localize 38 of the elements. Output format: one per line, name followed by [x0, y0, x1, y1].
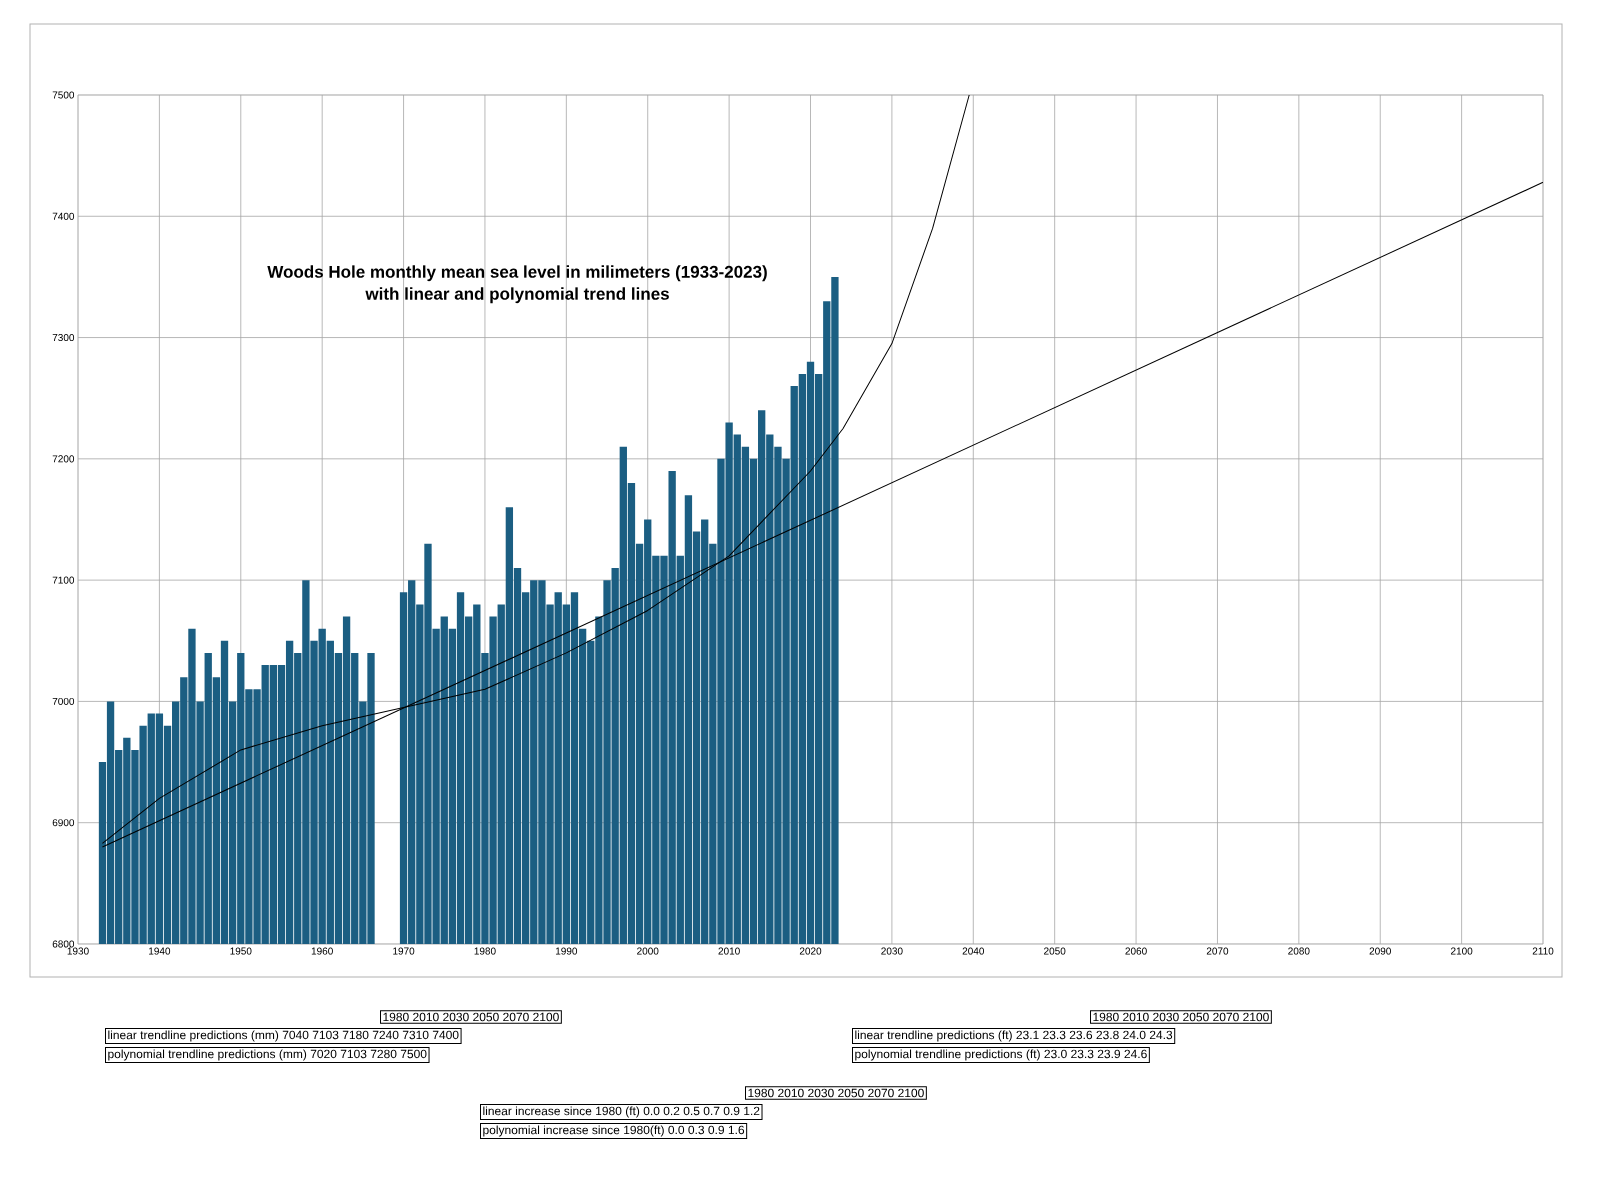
- text: 1980 2010 2030 2050 2070 2100: [1093, 1012, 1269, 1022]
- text: polynomial trendline predictions (mm) 7020 7103 7280 7500: [108, 1049, 427, 1061]
- text: linear trendline predictions (ft) 23.1 23.3 23.6 23.8 24.0 24.3: [855, 1030, 1173, 1042]
- x-tick-label: 1970: [393, 947, 415, 955]
- x-tick-label: 2080: [1288, 947, 1310, 955]
- x-tick-label: 2030: [881, 947, 903, 955]
- text: with linear and polynomial trend lines: [365, 287, 669, 304]
- text: 1980 2010 2030 2050 2070 2100: [383, 1012, 559, 1022]
- x-tick-label: 2070: [1206, 947, 1229, 955]
- y-tick-label: 7100: [52, 576, 75, 584]
- text: Woods Hole monthly mean sea level in milimeters (1933-2023): [267, 265, 767, 282]
- text: polynomial increase since 1980(ft) 0.0 0.3 0.9 1.6: [483, 1125, 745, 1137]
- y-tick-label: 7500: [52, 91, 75, 99]
- x-tick-label: 2000: [637, 947, 659, 955]
- x-tick-label: 1980: [474, 947, 496, 955]
- x-tick-label: 1960: [311, 947, 333, 955]
- text: 1980 2010 2030 2050 2070 2100: [748, 1088, 924, 1098]
- y-tick-label: 6800: [52, 940, 75, 948]
- x-tick-label: 2100: [1451, 947, 1473, 955]
- x-tick-label: 1940: [149, 947, 171, 955]
- y-tick-label: 7000: [52, 697, 75, 705]
- x-tick-label: 2040: [962, 947, 985, 955]
- text: linear increase since 1980 (ft) 0.0 0.2 0.5 0.7 0.9 1.2: [483, 1106, 760, 1118]
- y-tick-label: 6900: [52, 819, 75, 827]
- x-tick-label: 2020: [799, 947, 822, 955]
- x-tick-label: 2060: [1125, 947, 1147, 955]
- y-tick-label: 7200: [52, 455, 75, 463]
- text: linear trendline predictions (mm) 7040 7103 7180 7240 7310 7400: [108, 1030, 459, 1042]
- x-tick-label: 2050: [1044, 947, 1066, 955]
- x-tick-label: 1990: [555, 947, 578, 955]
- x-tick-label: 2110: [1532, 947, 1554, 955]
- x-tick-label: 1950: [230, 947, 252, 955]
- y-tick-label: 7400: [52, 212, 75, 220]
- text: polynomial trendline predictions (ft) 23.0 23.3 23.9 24.6: [855, 1049, 1147, 1061]
- x-tick-label: 2010: [718, 947, 740, 955]
- x-tick-label: 2090: [1369, 947, 1391, 955]
- y-tick-label: 7300: [52, 334, 75, 342]
- x-tick-label: 1930: [67, 947, 89, 955]
